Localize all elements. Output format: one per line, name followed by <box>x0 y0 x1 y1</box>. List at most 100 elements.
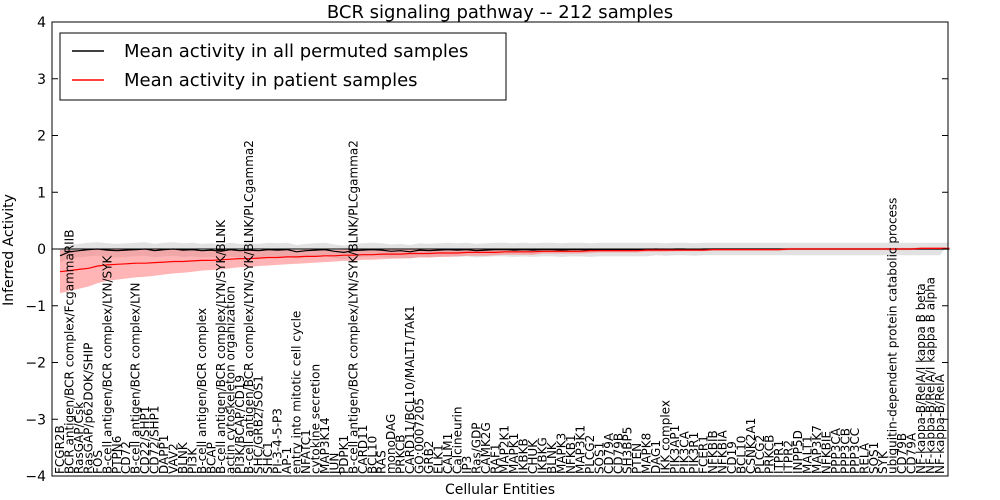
category-label: FCGR2B <box>53 425 67 474</box>
category-label: NF-kappa-B/RelA/I kappa B beta <box>914 283 928 474</box>
category-label: NFATC1 <box>299 429 313 474</box>
category-label: actin cytoskeleton organization <box>223 286 237 474</box>
category-label: PIK3R1 <box>687 432 701 474</box>
category-label: B-cell antigen/BCR complex/LYN/SYK/BLNK <box>214 219 228 474</box>
y-tick-label: −1 <box>25 299 46 315</box>
category-label: Calcineurin <box>450 407 464 474</box>
legend-box <box>59 32 507 101</box>
category-label: NFKBIA <box>715 430 729 475</box>
category-label: Ras/GDP <box>469 422 483 474</box>
category-label: BCR antigen/BCR complex/FcgammaRIIB <box>63 230 77 475</box>
category-label: PI-3-4-5-P3 <box>271 408 285 474</box>
category-label: PI3K <box>186 447 200 474</box>
y-tick-label: 1 <box>37 185 46 201</box>
category-label: GRB2 <box>422 440 436 474</box>
category-label: DAG1 <box>649 440 663 474</box>
category-label: CAMK2G <box>479 422 493 474</box>
category-label: CD72/SHP1 <box>148 406 162 474</box>
category-label: SOS1 <box>592 442 606 474</box>
legend: Mean activity in all permuted samples Mea… <box>59 32 507 101</box>
category-label: JUN <box>327 453 341 475</box>
y-tick-label: 0 <box>37 242 46 258</box>
category-label: NF-kappa-B/RelA/I kappa B alpha <box>924 277 938 474</box>
category-label: FCER1 <box>696 435 710 474</box>
category-label: ITPR2 <box>782 440 796 474</box>
category-label: B-cell antigen/BCR complex <box>195 308 209 474</box>
category-label: SH3BP5 <box>621 427 635 474</box>
category-label: INPP5D <box>791 430 805 474</box>
category-label: CHUK <box>526 439 540 474</box>
category-label: RELA <box>857 442 871 474</box>
category-label: PPP3CA <box>829 427 843 474</box>
category-label: cytokine secretion <box>309 364 323 474</box>
category-label: PPP3CB <box>838 428 852 474</box>
category-label: CARD11 <box>356 425 370 474</box>
category-label: MAPK8 <box>640 433 654 474</box>
category-label: CD79B <box>895 433 909 474</box>
category-label: NFKB1 <box>564 434 578 474</box>
category-label: PDPK1 <box>337 435 351 474</box>
category-label: GO:0007205 <box>413 398 427 474</box>
category-label: RAF1 <box>488 443 502 474</box>
category-label: B-cell antigen/BCR complex/LYN/SYK/BLNK/… <box>242 140 256 474</box>
series-band-1 <box>60 247 950 294</box>
category-label: DAPP1 <box>157 435 171 474</box>
category-label: MALT1 <box>801 435 815 474</box>
category-label: ITPR1 <box>772 440 786 474</box>
category-label: CARD11/BCL10/MALT1/TAK1 <box>403 305 417 474</box>
category-label: PLCG2 <box>583 435 597 474</box>
category-label: IP3 <box>460 456 474 474</box>
category-label: CSNK2A1 <box>744 418 758 474</box>
category-label: BCL10 <box>365 436 379 474</box>
chart-title: BCR signaling pathway -- 212 samples <box>327 2 673 23</box>
category-label: SYK <box>876 450 890 474</box>
category-label: BLNK <box>176 441 190 474</box>
category-label: IKK complex <box>659 400 673 474</box>
category-label: B-cell antigen/BCR complex/LYN/SYK/BLNK/… <box>346 140 360 474</box>
category-label: RasGAP/p62DOK/SHIP <box>81 343 95 474</box>
legend-label-1: Mean activity in patient samples <box>124 70 418 91</box>
axes: −4 −3 −2 −1 0 1 2 3 4 <box>25 15 949 485</box>
category-label: MAPK3 <box>555 433 569 474</box>
y-tick-label: 2 <box>37 129 46 145</box>
y-tick-label: 3 <box>37 72 46 88</box>
category-label: VAV2 <box>167 443 181 474</box>
category-label: entry into mitotic cell cycle <box>290 311 304 474</box>
category-label: MAP2K1 <box>498 425 512 474</box>
category-label: PIK3AP1 <box>668 425 682 474</box>
category-label: PI3K/BCAP/CD19 <box>233 375 247 474</box>
category-label: PTPN6 <box>110 436 124 474</box>
category-label: CD79A <box>905 432 919 474</box>
category-label: BLNK <box>545 441 559 474</box>
category-label: SOS1 <box>867 442 881 474</box>
legend-label-0: Mean activity in all permuted samples <box>124 41 468 62</box>
series-line-1 <box>59 247 950 273</box>
y-axis-label: Inferred Activity <box>1 194 17 306</box>
category-label: B-cell antigen/BCR complex/LYN <box>129 282 143 474</box>
category-label: CD19 <box>725 441 739 474</box>
category-label: monoDAG <box>384 414 398 474</box>
category-label: RasGAP/Csk <box>72 402 86 474</box>
category-label: AP-1 <box>280 447 294 474</box>
category-label: BCL10 <box>734 436 748 474</box>
category-label: MAPK1 <box>507 433 521 474</box>
category-label: SHC/GRB2/SOS1 <box>252 375 266 474</box>
category-label: CD79A <box>602 432 616 474</box>
category-label: ELK1 <box>432 444 446 474</box>
category-label: PPP3CC <box>848 428 862 474</box>
category-label: FOS <box>91 450 105 474</box>
category-label: PTEN <box>630 443 644 474</box>
category-label: BCAP <box>204 442 218 474</box>
category-label: NF-kappa-B/RelA <box>933 373 947 474</box>
category-label: PLCG2 <box>753 435 767 474</box>
category-label: CD79B <box>611 433 625 474</box>
category-label: B-cell antigen/BCR complex/LYN/SYK <box>100 254 114 474</box>
category-label: MAP3K1 <box>573 425 587 474</box>
category-label: CD22/SHP1 <box>138 406 152 474</box>
category-label: CALM1 <box>441 433 455 474</box>
category-label: NFKBIE <box>820 431 834 474</box>
category-label: SHC1 <box>261 441 275 474</box>
x-axis-label: Cellular Entities <box>445 482 555 498</box>
